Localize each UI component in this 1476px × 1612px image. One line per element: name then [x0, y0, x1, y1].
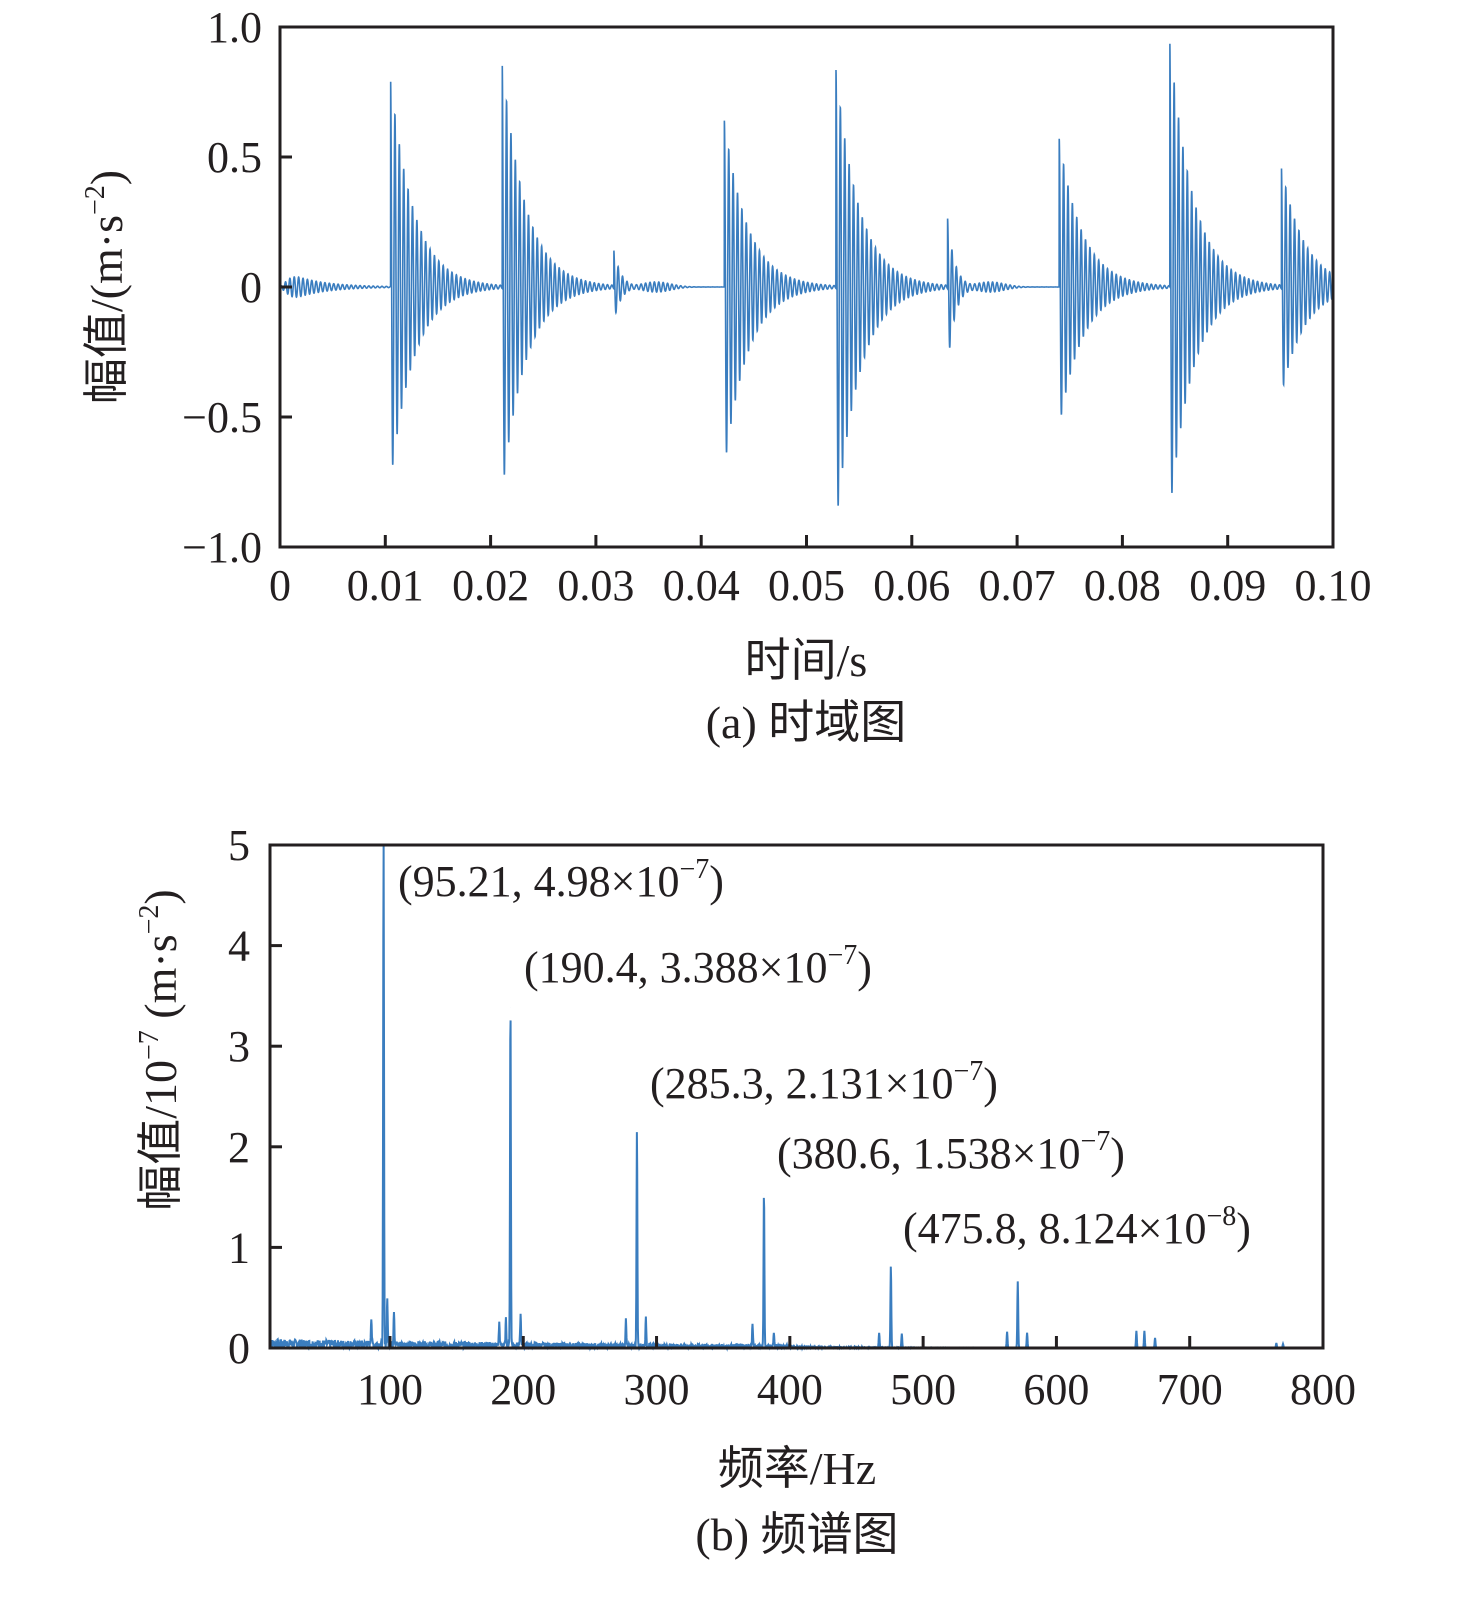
- x-tick-label: 500: [890, 1365, 956, 1414]
- y-tick-label: 3: [228, 1022, 250, 1071]
- x-tick-label: 200: [490, 1365, 556, 1414]
- x-tick-label: 0.05: [768, 561, 845, 610]
- x-tick-label: 0.09: [1189, 561, 1266, 610]
- x-tick-label: 800: [1290, 1365, 1356, 1414]
- x-tick-label: 0.04: [663, 561, 740, 610]
- y-tick-label: −0.5: [182, 393, 262, 442]
- time-domain-ticks: 0 0.01 0.02 0.03 0.04 0.05 0.06 0.07 0.08 0.09 0.1…: [182, 3, 1371, 610]
- peak-annotation: (475.8, 8.124×10−8): [903, 1201, 1251, 1253]
- x-tick-label: 0.08: [1084, 561, 1161, 610]
- spectrum-annotations: (95.21, 4.98×10−7) (190.4, 3.388×10−7) (28…: [398, 854, 1251, 1253]
- x-tick-label: 0.07: [979, 561, 1056, 610]
- x-tick-label: 300: [624, 1365, 690, 1414]
- y-tick-label: 1.0: [207, 3, 262, 52]
- y-tick-label: −1.0: [182, 523, 262, 572]
- x-tick-label: 100: [357, 1365, 423, 1414]
- peak-annotation: (190.4, 3.388×10−7): [524, 940, 872, 992]
- y-tick-label: 4: [228, 922, 250, 971]
- y-tick-label: 1: [228, 1223, 250, 1272]
- time-domain-line: [279, 43, 1334, 506]
- x-tick-label: 400: [757, 1365, 823, 1414]
- time-domain-chart: 0 0.01 0.02 0.03 0.04 0.05 0.06 0.07 0.08 0.09 0.1…: [80, 3, 1372, 748]
- spectrum-caption: (b) 频谱图: [695, 1509, 898, 1560]
- spectrum-ticks: 100 200 300 400 500 600 700 800 0 1 2 3 4 5: [228, 821, 1356, 1414]
- x-tick-label: 0.01: [347, 561, 424, 610]
- peak-annotation: (95.21, 4.98×10−7): [398, 854, 724, 906]
- x-tick-label: 0.02: [452, 561, 529, 610]
- time-domain-xlabel: 时间/s: [745, 635, 868, 686]
- y-tick-label: 5: [228, 821, 250, 870]
- x-tick-label: 700: [1157, 1365, 1223, 1414]
- time-domain-caption: (a) 时域图: [706, 697, 907, 748]
- time-domain-ylabel: 幅值/(m·s−2): [80, 170, 132, 404]
- x-tick-label: 0.03: [557, 561, 634, 610]
- spectrum-plot-frame: [268, 843, 1325, 1350]
- peak-annotation: (380.6, 1.538×10−7): [777, 1126, 1125, 1178]
- x-tick-label: 600: [1023, 1365, 1089, 1414]
- spectrum-xlabel: 频率/Hz: [718, 1443, 876, 1494]
- y-tick-label: 2: [228, 1123, 250, 1172]
- y-tick-label: 0.5: [207, 133, 262, 182]
- peak-annotation: (285.3, 2.131×10−7): [650, 1056, 998, 1108]
- x-tick-label: 0: [269, 561, 291, 610]
- y-tick-label: 0: [228, 1324, 250, 1373]
- x-tick-label: 0.10: [1295, 561, 1372, 610]
- spectrum-ylabel: 幅值/10−7 (m·s−2): [134, 889, 186, 1211]
- spectrum-chart: 100 200 300 400 500 600 700 800 0 1 2 3 4 5 (95.21, 4…: [134, 821, 1356, 1560]
- y-tick-label: 0: [240, 263, 262, 312]
- x-tick-label: 0.06: [873, 561, 950, 610]
- time-domain-series: [279, 43, 1334, 506]
